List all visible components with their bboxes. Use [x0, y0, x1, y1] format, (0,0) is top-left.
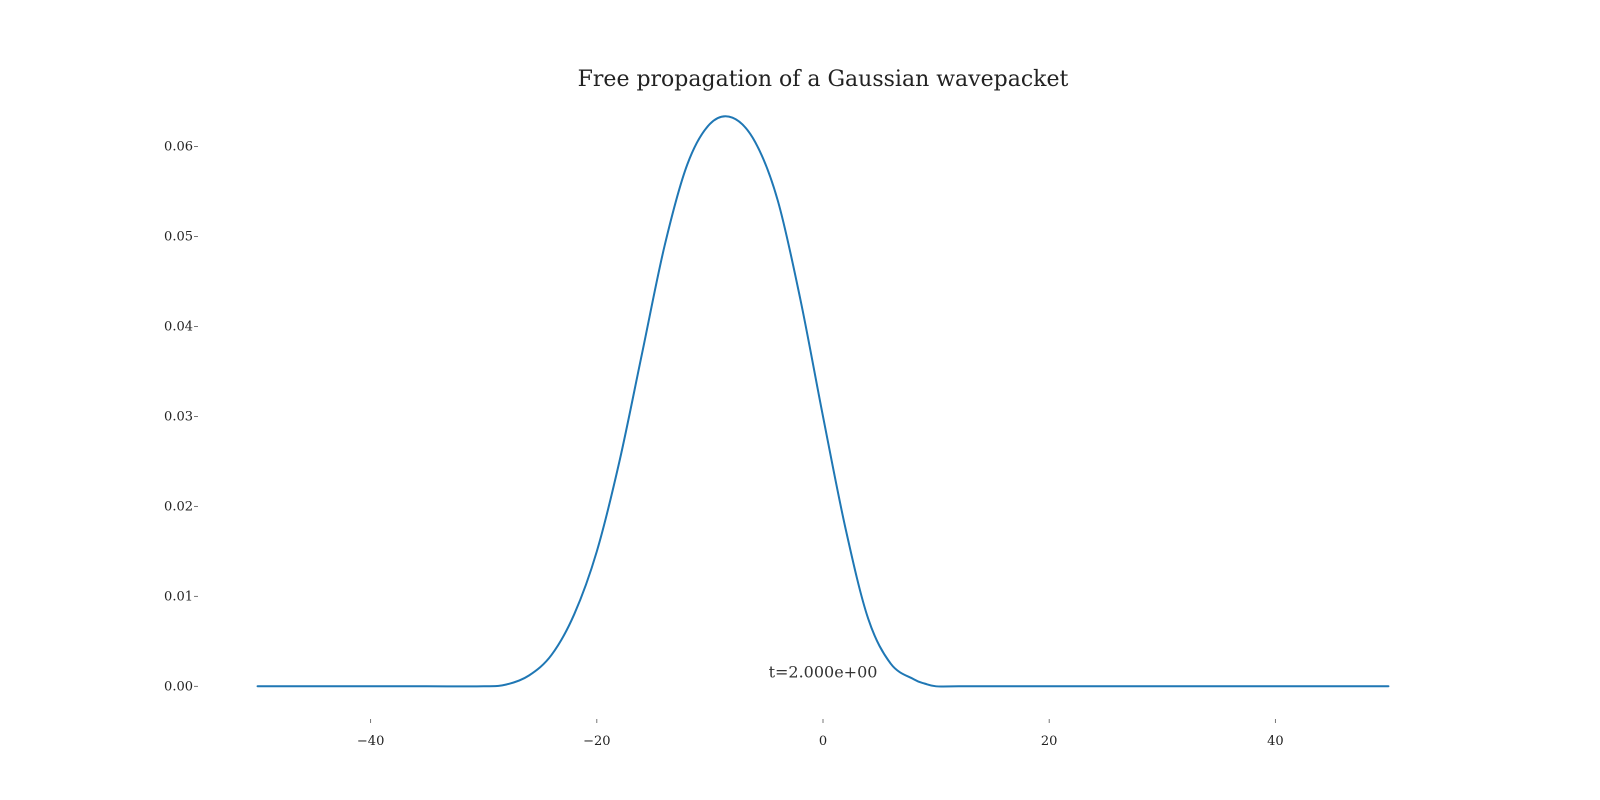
chart-title: Free propagation of a Gaussian wavepacke…	[578, 67, 1069, 92]
x-tick-label: −40	[357, 734, 384, 749]
plot-area	[256, 115, 1390, 688]
y-tick-label: 0.03	[164, 409, 193, 424]
x-tick-label: 20	[1041, 734, 1058, 749]
y-tick-label: 0.06	[164, 139, 193, 154]
x-tick-label: 0	[819, 734, 827, 749]
y-tick-label: 0.04	[164, 319, 193, 334]
series-line	[256, 115, 1390, 688]
y-axis: 0.00 0.01 0.02 0.03 0.04 0.05 0.06	[164, 139, 198, 694]
y-tick-label: 0.05	[164, 229, 193, 244]
x-tick-label: 40	[1267, 734, 1284, 749]
annotations: t=2.000e+00	[769, 662, 878, 681]
y-tick-label: 0.01	[164, 589, 193, 604]
y-tick-label: 0.00	[164, 679, 193, 694]
x-axis: −40 −20 0 20 40	[357, 719, 1284, 749]
y-tick-label: 0.02	[164, 499, 193, 514]
x-tick-label: −20	[583, 734, 610, 749]
time-annotation: t=2.000e+00	[769, 662, 878, 681]
